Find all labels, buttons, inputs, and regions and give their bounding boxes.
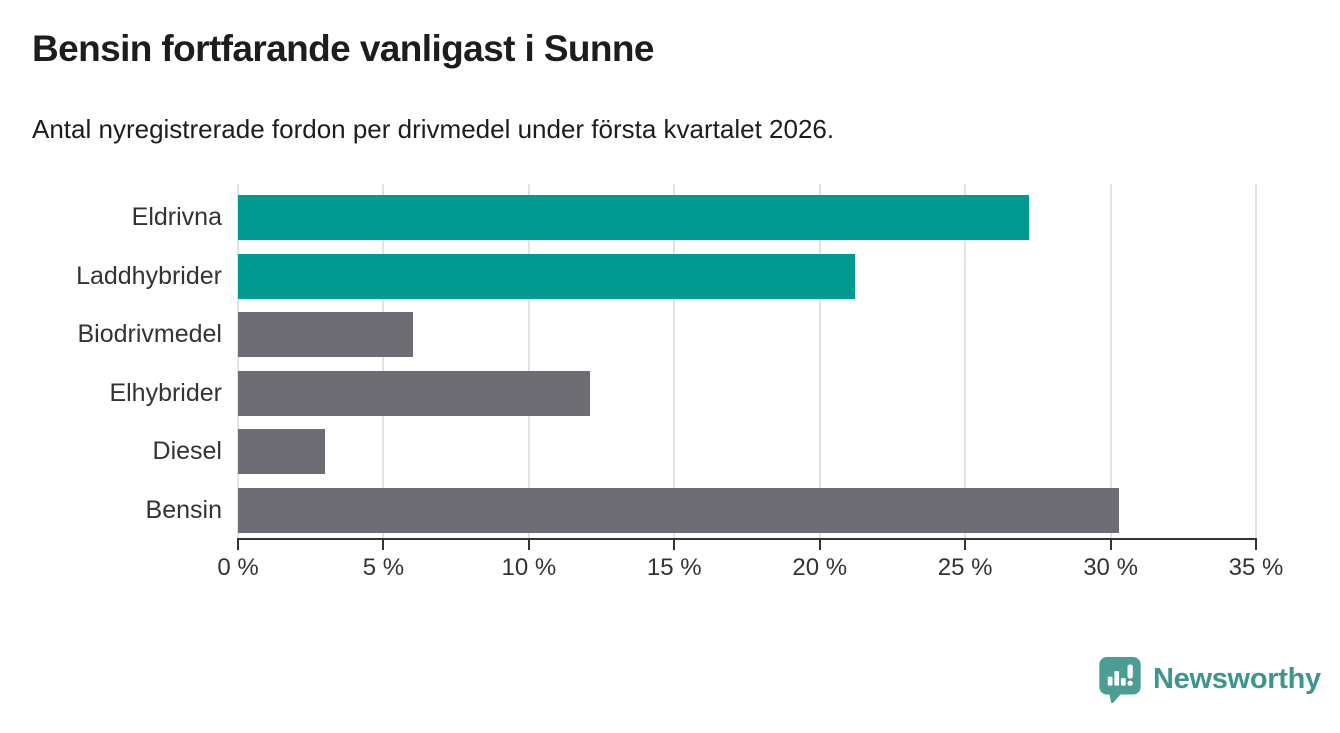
y-label-elhybrider: Elhybrider <box>109 378 222 407</box>
gridline-30pct <box>1109 184 1112 539</box>
bar-laddhybrider <box>238 253 855 299</box>
x-tick-label-15pct: 15 % <box>646 554 702 581</box>
x-tick-label-5pct: 5 % <box>362 554 405 581</box>
newsworthy-pin-chart-icon <box>1099 656 1141 703</box>
x-axis-line <box>237 538 1257 540</box>
gridline-5pct <box>382 184 385 539</box>
x-tick-5pct <box>382 538 385 550</box>
x-tick-label-0pct: 0 % <box>217 554 259 581</box>
y-label-laddhybrider: Laddhybrider <box>76 261 222 290</box>
gridline-35pct <box>1255 184 1257 539</box>
bar-elhybrider <box>238 370 590 416</box>
gridline-10pct <box>527 184 530 539</box>
y-label-diesel: Diesel <box>152 437 222 466</box>
x-tick-35pct <box>1255 538 1257 550</box>
x-tick-label-20pct: 20 % <box>792 554 848 581</box>
gridline-15pct <box>673 184 676 539</box>
gridline-0pct <box>237 184 239 539</box>
gridline-25pct <box>964 184 967 539</box>
bar-biodrivmedel <box>238 312 413 358</box>
chart-title: Bensin fortfarande vanligast i Sunne <box>32 28 655 69</box>
gridline-20pct <box>818 184 821 539</box>
newsworthy-brand-name: Newsworthy <box>1153 663 1321 695</box>
x-tick-label-35pct: 35 % <box>1228 554 1284 581</box>
bar-bensin <box>238 488 1120 533</box>
x-tick-25pct <box>964 538 967 550</box>
bar-diesel <box>238 429 326 475</box>
x-tick-15pct <box>673 538 676 550</box>
y-axis-labels: Eldrivna Laddhybrider Biodrivmedel Elhybrid… <box>0 184 222 539</box>
y-label-biodrivmedel: Biodrivmedel <box>77 320 222 349</box>
x-tick-label-10pct: 10 % <box>501 554 557 581</box>
bar-eldrivna <box>238 195 1030 240</box>
x-tick-label-25pct: 25 % <box>937 554 993 581</box>
x-tick-30pct <box>1109 538 1112 550</box>
x-tick-label-30pct: 30 % <box>1083 554 1138 581</box>
y-label-eldrivna: Eldrivna <box>131 203 222 231</box>
y-label-bensin: Bensin <box>145 496 222 524</box>
plot-area <box>237 184 1257 539</box>
chart-subtitle: Antal nyregistrerade fordon per drivmede… <box>32 114 835 144</box>
x-tick-0pct <box>237 538 239 550</box>
x-tick-20pct <box>818 538 821 550</box>
newsworthy-logo[interactable]: Newsworthy <box>1098 656 1321 703</box>
x-tick-10pct <box>527 538 530 550</box>
